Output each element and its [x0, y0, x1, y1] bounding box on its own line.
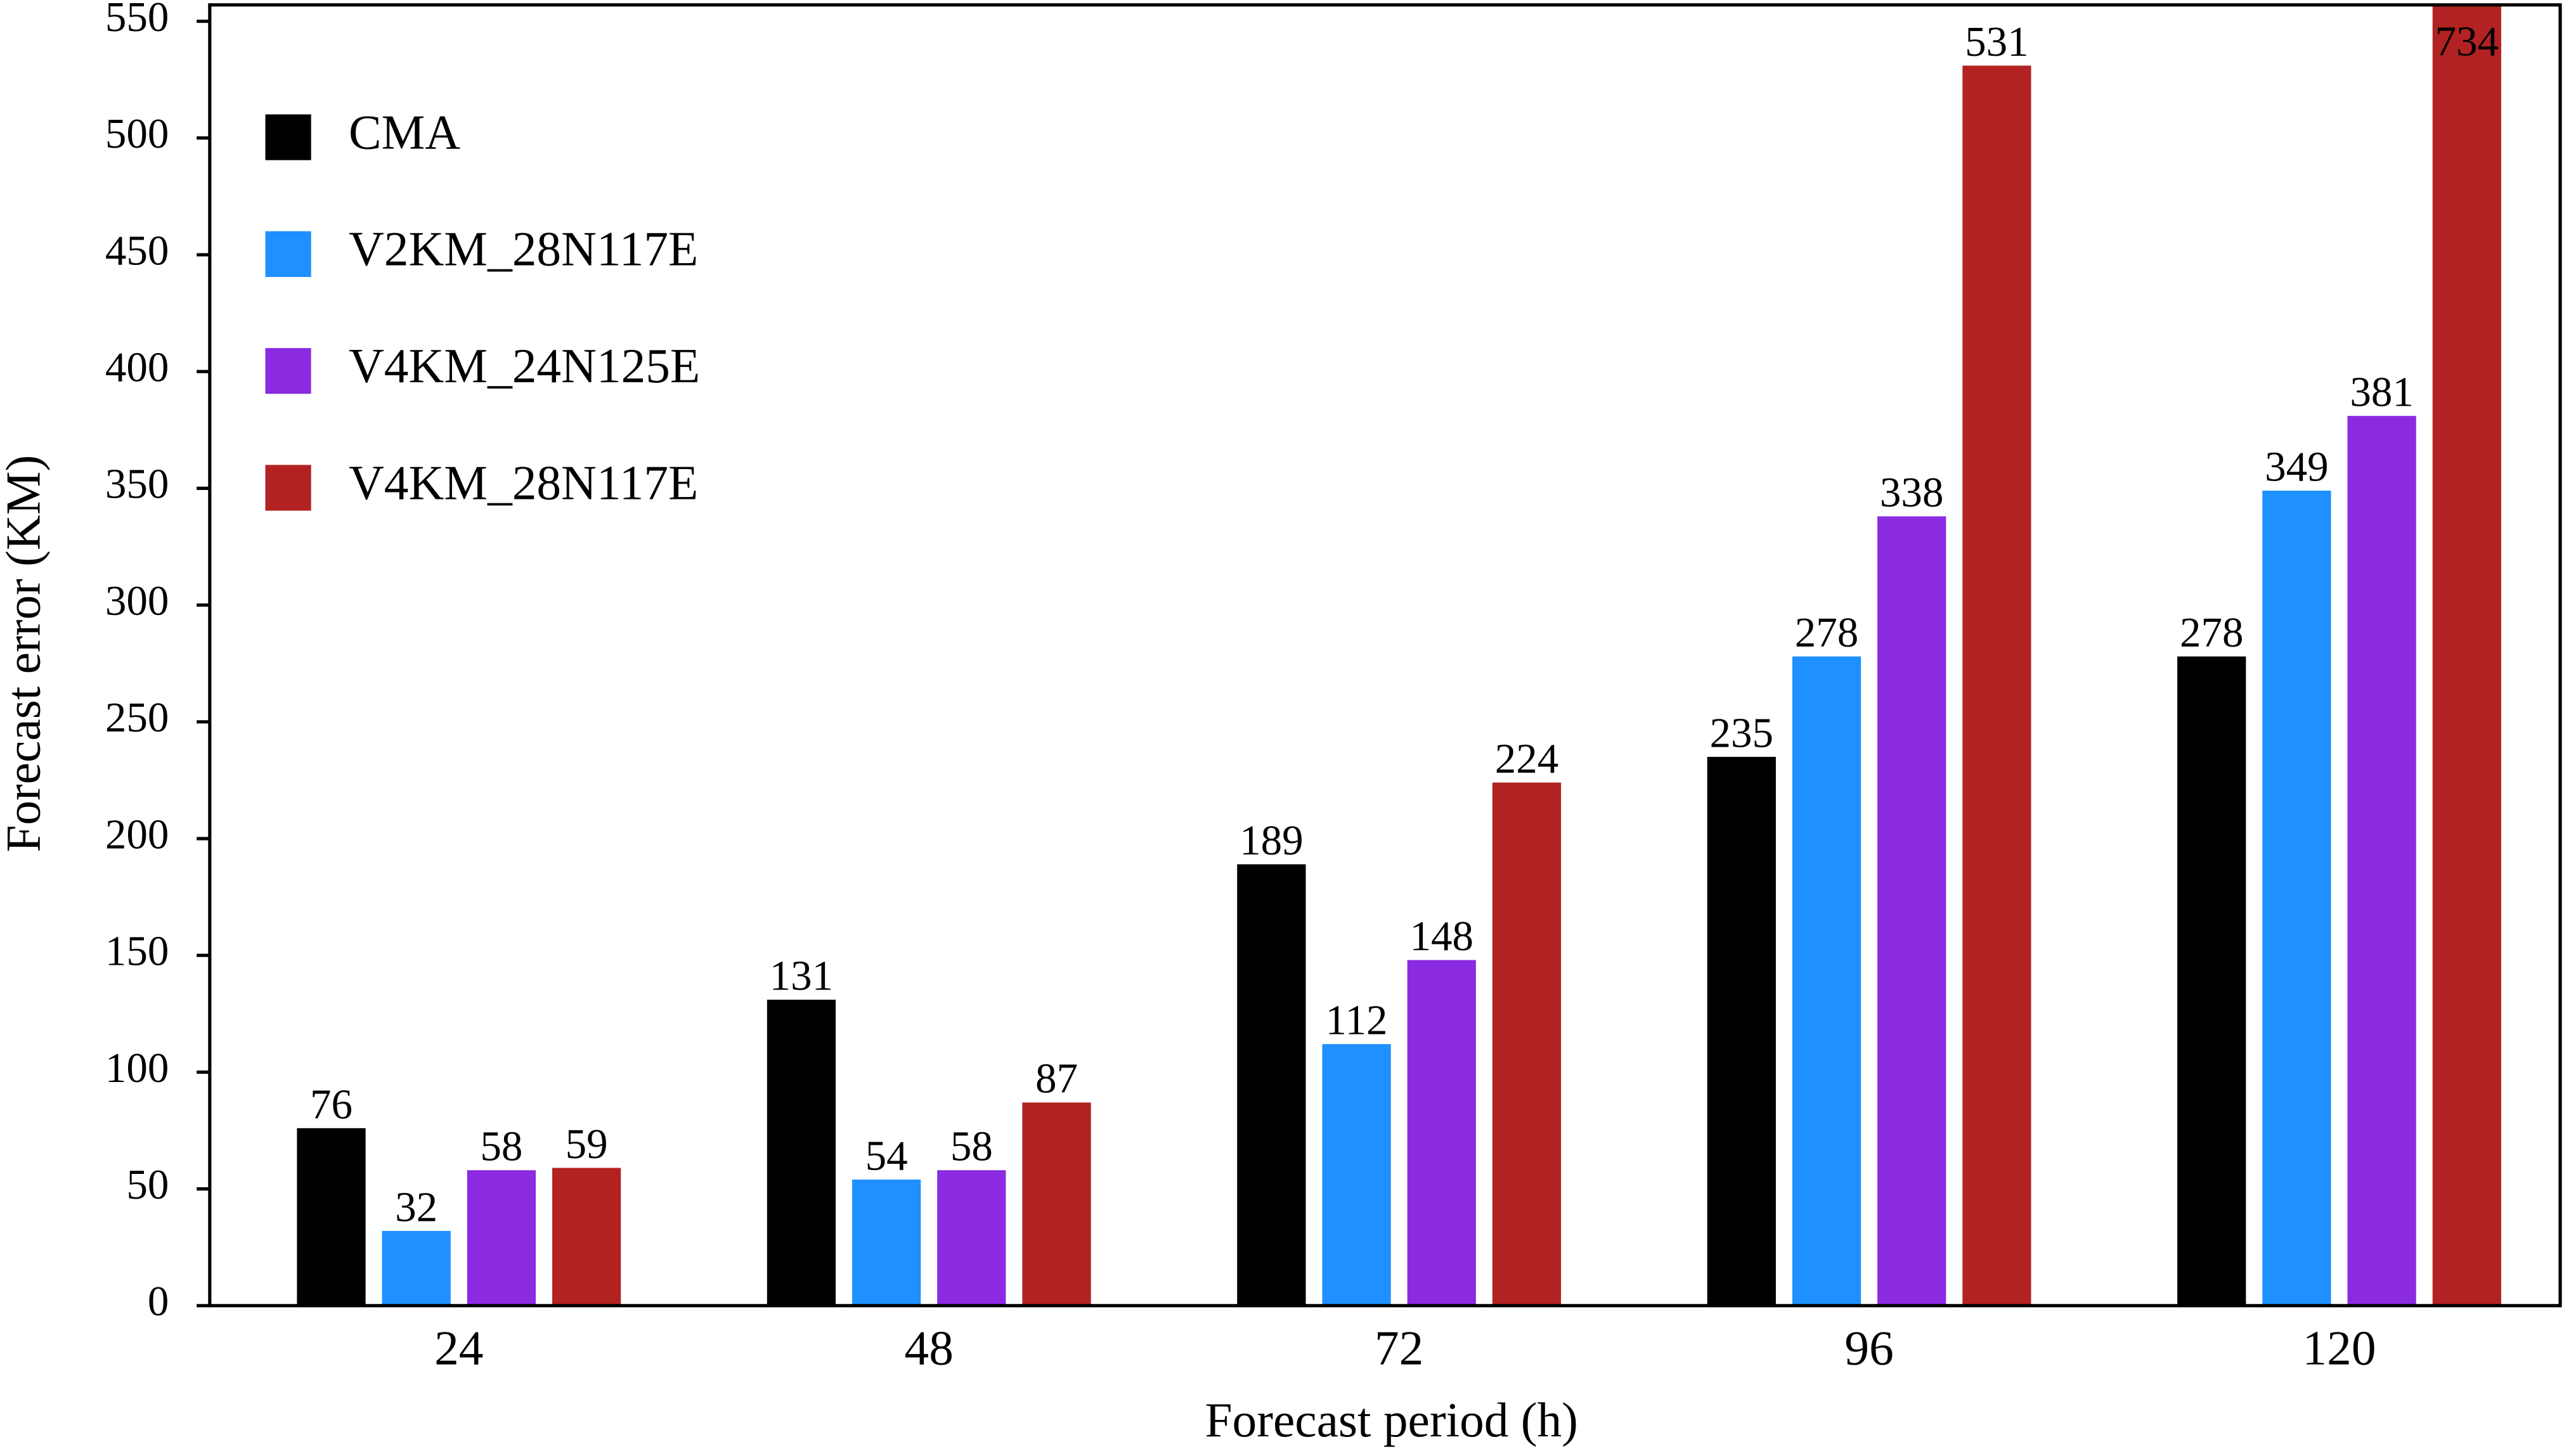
y-tick-label: 50: [126, 1161, 169, 1208]
value-label: 32: [395, 1183, 437, 1230]
value-label: 87: [1035, 1055, 1078, 1102]
value-label: 349: [2265, 443, 2329, 490]
value-label: 58: [480, 1123, 522, 1170]
bar: [1707, 757, 1776, 1306]
legend-swatch: [265, 231, 311, 277]
x-tick-label: 48: [905, 1320, 954, 1375]
y-tick-label: 400: [105, 344, 169, 391]
y-tick-label: 500: [105, 110, 169, 157]
y-tick-label: 150: [105, 928, 169, 975]
value-label: 235: [1710, 709, 1774, 756]
y-axis-title: Forecast error (KM): [0, 455, 50, 853]
plot-frame: [208, 3, 2562, 1308]
y-tick-label: 550: [105, 0, 169, 41]
legend-swatch: [265, 348, 311, 394]
bar: [467, 1170, 536, 1306]
plot-area: [297, 4, 2501, 1306]
legend-label: V2KM_28N117E: [349, 222, 698, 276]
x-tick-label: 24: [434, 1320, 483, 1375]
bar: [2432, 4, 2501, 1306]
bar: [2177, 656, 2246, 1306]
bar: [767, 1000, 836, 1306]
y-tick-label: 450: [105, 227, 169, 274]
bar: [1322, 1044, 1391, 1306]
value-label: 148: [1409, 913, 1473, 960]
legend-swatch: [265, 114, 311, 160]
value-label: 278: [1795, 609, 1859, 656]
bar: [851, 1179, 921, 1306]
bar: [1792, 656, 1861, 1306]
x-tick-label: 72: [1375, 1320, 1423, 1375]
bar: [1962, 65, 2031, 1306]
y-tick-label: 300: [105, 577, 169, 624]
bar: [552, 1168, 621, 1306]
bar: [2262, 491, 2331, 1306]
y-tick-label: 250: [105, 694, 169, 741]
y-tick-label: 100: [105, 1045, 169, 1092]
y-tick-label: 0: [148, 1278, 169, 1325]
value-label: 338: [1880, 469, 1944, 516]
value-label: 58: [950, 1123, 993, 1170]
value-label: 112: [1326, 997, 1388, 1044]
x-axis-title: Forecast period (h): [1205, 1393, 1578, 1447]
bar: [1407, 960, 1476, 1306]
legend-swatch: [265, 465, 311, 511]
value-label: 531: [1965, 18, 2029, 65]
x-tick-label: 96: [1844, 1320, 1893, 1375]
value-label: 734: [2435, 18, 2499, 65]
bar: [382, 1230, 451, 1306]
bar: [1022, 1102, 1091, 1306]
value-label: 131: [770, 953, 834, 1000]
legend-label: V4KM_24N125E: [349, 338, 700, 393]
value-label: 189: [1240, 817, 1304, 864]
value-label: 54: [865, 1132, 908, 1179]
legend-label: V4KM_28N117E: [349, 455, 698, 510]
bar: [2347, 416, 2416, 1306]
value-label: 278: [2180, 609, 2244, 656]
value-label: 59: [566, 1121, 608, 1168]
bar: [1237, 864, 1306, 1306]
value-label: 224: [1495, 735, 1559, 782]
bar: [297, 1128, 366, 1306]
value-label: 76: [310, 1081, 353, 1128]
bar: [1492, 782, 1562, 1306]
bar: [937, 1170, 1006, 1306]
value-label: 381: [2350, 369, 2414, 416]
y-tick-label: 200: [105, 811, 169, 858]
bar: [1877, 516, 1946, 1306]
y-tick-label: 350: [105, 461, 169, 508]
legend-label: CMA: [349, 105, 460, 159]
x-tick-label: 120: [2303, 1320, 2376, 1375]
